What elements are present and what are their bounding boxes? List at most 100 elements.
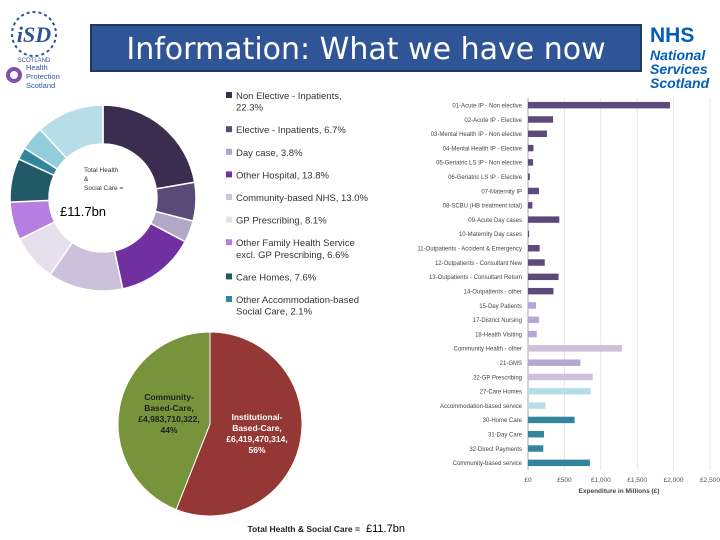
bar-category-label: Community-based service xyxy=(453,461,523,467)
bar xyxy=(528,116,554,123)
bar xyxy=(528,216,560,223)
bar xyxy=(528,230,530,238)
legend-swatch xyxy=(226,296,232,302)
bar-category-label: Community Health - other xyxy=(454,347,522,353)
legend-label: Elective - Inpatients, 6.7% xyxy=(236,125,346,136)
bar-category-label: 27-Care Homes xyxy=(480,390,522,396)
bar xyxy=(528,402,546,409)
bar-category-label: 11-Outpatients - Accident & Emergency xyxy=(417,247,522,253)
pie-slice xyxy=(175,331,303,517)
bar xyxy=(528,273,559,281)
bar-category-label: 32-Direct Payments xyxy=(469,447,522,453)
bar xyxy=(528,330,537,338)
bar xyxy=(528,359,581,366)
bar-category-label: 30-Home Care xyxy=(483,418,523,424)
bar-category-label: 06-Geriatric LS IP - Elective xyxy=(448,175,523,181)
bar-category-label: 08-SCBU (HB treatment total) xyxy=(443,204,522,210)
bar-category-label: 17-District Nursing xyxy=(473,318,522,324)
pie-slice-label: £4,983,710,322, xyxy=(138,414,199,424)
bar xyxy=(528,173,530,180)
bar-category-label: 02-Acute IP - Elective xyxy=(464,118,522,124)
bar-category-label: 21-GMS xyxy=(500,361,522,367)
legend-swatch xyxy=(226,92,232,98)
legend-swatch xyxy=(226,171,232,178)
bar-category-label: 15-Day Patients xyxy=(479,304,522,310)
bar-category-label: 31-Day Care xyxy=(488,433,523,439)
pie-slice-label: £6,419,470,314, xyxy=(226,434,287,444)
pie-slice-label: 56% xyxy=(248,445,265,455)
isd-scotland-logo: iSD SCOTLAND xyxy=(11,11,57,64)
donut-slice xyxy=(102,104,196,190)
hps-line-3: Scotland xyxy=(26,81,55,90)
bar xyxy=(528,302,537,309)
donut-center-label: & xyxy=(84,176,89,183)
donut-slice xyxy=(39,104,104,160)
nhs-line-2: National xyxy=(650,47,706,63)
bar xyxy=(528,388,591,395)
bar-category-label: 09-Acute Day cases xyxy=(468,218,522,224)
bar-category-label: 07-Maternity IP xyxy=(481,189,522,195)
hps-line-1: Health xyxy=(26,63,48,72)
bar xyxy=(528,345,622,352)
bar xyxy=(528,459,590,467)
pie-title: Total Health & Social Care = xyxy=(247,524,360,534)
legend-swatch xyxy=(226,273,232,280)
pie-slice-label: Based-Care, xyxy=(144,403,194,413)
bar xyxy=(528,130,547,137)
isd-logo-subtext: SCOTLAND xyxy=(18,58,51,64)
bar-category-label: 03-Mental Health IP - Non elective xyxy=(431,132,523,138)
bar xyxy=(528,431,545,438)
nhs-line-4: Scotland xyxy=(650,75,710,91)
bar xyxy=(528,187,539,195)
nhs-line-3: Services xyxy=(650,61,708,77)
legend-label: Community-based NHS, 13.0% xyxy=(236,193,369,204)
title-bar: Information: What we have now xyxy=(90,24,642,72)
donut-center-label: Social Care = xyxy=(84,185,123,192)
pie-slice-label: 44% xyxy=(160,425,177,435)
bar xyxy=(528,287,554,295)
bar xyxy=(528,259,545,266)
bar xyxy=(528,445,544,452)
pie-slice-label: Institutional- xyxy=(232,412,283,422)
bar-x-tick-label: £1,000 xyxy=(591,477,611,484)
legend-swatch xyxy=(226,216,232,223)
bar xyxy=(528,159,534,166)
isd-logo-text: iSD xyxy=(17,22,51,47)
legend-swatch xyxy=(226,148,232,155)
legend-label-line: Social Care, 2.1% xyxy=(236,307,313,318)
legend-swatch xyxy=(226,126,232,133)
legend-label: GP Prescribing, 8.1% xyxy=(236,216,327,227)
hps-line-2: Protection xyxy=(26,72,60,81)
pie-slice xyxy=(117,331,211,511)
bar xyxy=(528,316,539,323)
legend-label: Care Homes, 7.6% xyxy=(236,272,317,283)
bar-x-axis-title: Expenditure in Millions (£) xyxy=(579,488,660,495)
bar-x-tick-label: £1,500 xyxy=(627,477,647,484)
bar-category-label: 12-Outpatients - Consultant New xyxy=(435,261,523,267)
legend-label-line: Non Elective - Inpatients, xyxy=(236,91,342,102)
donut-center-label: Total Health xyxy=(84,167,119,174)
legend-swatch xyxy=(226,194,232,200)
bar-x-tick-label: £2,500 xyxy=(700,477,720,484)
pie-slice-label: Based-Care, xyxy=(232,423,282,433)
legend-label-line: 22.3% xyxy=(236,103,263,114)
bar-category-label: 01-Acute IP - Non elective xyxy=(452,103,522,109)
legend-label: Day case, 3.8% xyxy=(236,148,303,159)
bar xyxy=(528,144,534,152)
bar xyxy=(528,202,533,209)
bar xyxy=(528,245,540,252)
legend-label-line: Other Family Health Service xyxy=(236,238,355,249)
bar-category-label: 10-Maternity Day cases xyxy=(459,232,522,238)
bar-category-label: 05-Geriatric LS IP - Non elective xyxy=(436,161,523,167)
bar-category-label: 13-Outpatients - Consultant Return xyxy=(429,275,522,281)
bar-x-tick-label: £500 xyxy=(557,477,572,484)
bar xyxy=(528,416,575,424)
nhs-national-services-scotland-logo: NHS National Services Scotland xyxy=(650,24,710,91)
pie-title-value: £11.7bn xyxy=(366,523,405,535)
nhs-logo-text: NHS xyxy=(650,24,694,47)
bar-x-tick-label: £0 xyxy=(524,477,532,484)
legend-label: Other Hospital, 13.8% xyxy=(236,170,329,181)
legend-label-line: Other Accommodation-based xyxy=(236,295,359,306)
bar-category-label: 18-Health Visiting xyxy=(475,332,522,338)
